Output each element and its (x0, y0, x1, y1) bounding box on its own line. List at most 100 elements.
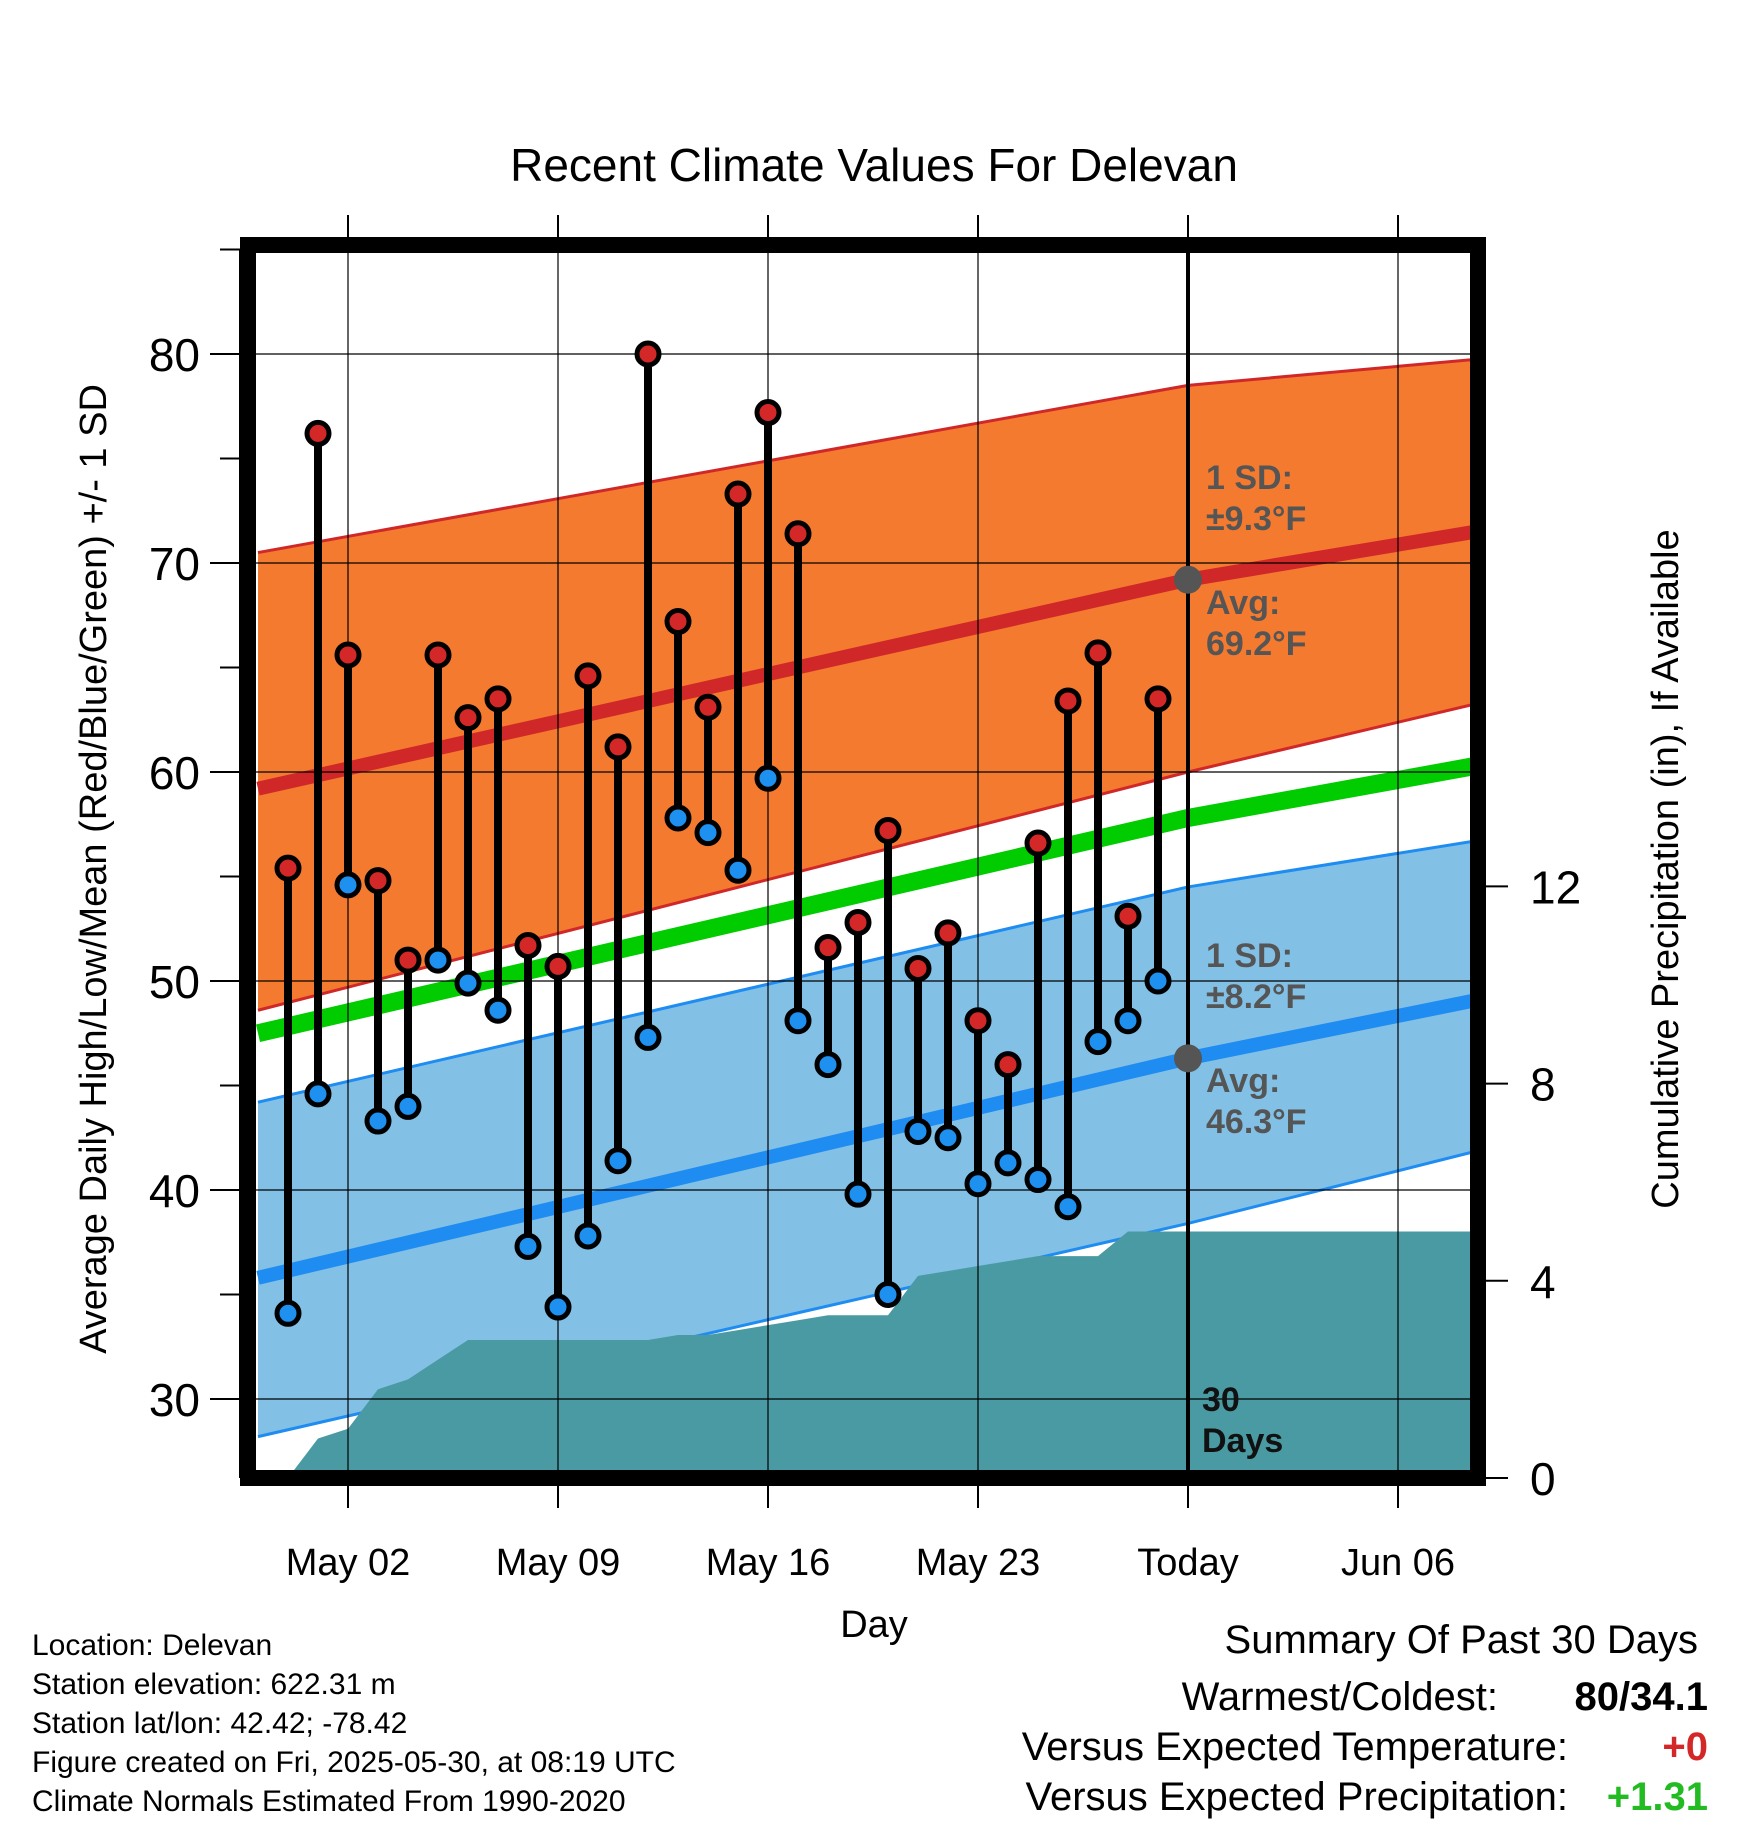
daily-high-point (724, 480, 752, 508)
high-sd-band (258, 359, 1478, 1011)
y2-tick-label: 4 (1530, 1256, 1556, 1308)
y-tick-label: 50 (149, 956, 200, 1008)
daily-low-point (754, 764, 782, 792)
daily-low-point (994, 1149, 1022, 1177)
daily-high-point (1144, 685, 1172, 713)
daily-low-point (304, 1080, 332, 1108)
info-created: Figure created on Fri, 2025-05-30, at 08… (32, 1746, 676, 1779)
daily-high-point (664, 608, 692, 636)
summary-warm-cold-label: Warmest/Coldest: (1181, 1675, 1498, 1719)
daily-low-point (514, 1232, 542, 1260)
daily-low-point (694, 819, 722, 847)
daily-low-point (574, 1222, 602, 1250)
chart-title: Recent Climate Values For Delevan (510, 139, 1238, 191)
y-tick-label: 80 (149, 329, 200, 381)
daily-high-point (874, 817, 902, 845)
daily-low-point (424, 946, 452, 974)
daily-low-point (964, 1170, 992, 1198)
low-avg-value-annotation: 46.3°F (1206, 1103, 1307, 1141)
summary-temp-value: +0 (1662, 1725, 1708, 1769)
daily-low-point (604, 1147, 632, 1175)
y2-tick-label: 12 (1530, 861, 1581, 913)
daily-high-point (1084, 639, 1112, 667)
daily-high-point (604, 733, 632, 761)
daily-high-point (1054, 687, 1082, 715)
daily-high-point (304, 419, 332, 447)
low-avg-today-point (1174, 1044, 1202, 1073)
x-tick-label: May 09 (496, 1542, 621, 1584)
daily-low-point (874, 1281, 902, 1308)
y-tick-label: 40 (149, 1165, 200, 1217)
info-elevation: Station elevation: 622.31 m (32, 1668, 396, 1701)
daily-high-point (334, 641, 362, 669)
y-tick-label: 60 (149, 747, 200, 799)
daily-low-point (1054, 1193, 1082, 1221)
low-sd-value-annotation: ±8.2°F (1206, 978, 1306, 1016)
x-tick-label: May 16 (706, 1542, 831, 1584)
daily-low-point (274, 1299, 302, 1327)
daily-low-point (724, 856, 752, 884)
daily-high-point (994, 1051, 1022, 1079)
daily-high-point (394, 946, 422, 974)
daily-low-point (1084, 1028, 1112, 1056)
summary-warm-cold-value: 80/34.1 (1574, 1675, 1708, 1719)
daily-high-point (274, 854, 302, 882)
x-tick-label: Today (1137, 1542, 1238, 1584)
daily-high-point (1114, 902, 1142, 930)
plot-frame (240, 237, 1486, 1486)
daily-high-point (574, 662, 602, 690)
y2-tick-label: 8 (1530, 1059, 1556, 1111)
daily-low-point (634, 1023, 662, 1051)
summary-temp-label: Versus Expected Temperature: (1021, 1725, 1568, 1769)
high-avg-value-annotation: 69.2°F (1206, 625, 1307, 663)
daily-high-point (364, 867, 392, 895)
daily-low-point (664, 804, 692, 832)
plot-clip-group (248, 245, 1478, 1478)
daily-low-point (844, 1180, 872, 1208)
y-tick-label: 70 (149, 538, 200, 590)
daily-low-point (484, 996, 512, 1024)
daily-high-point (634, 340, 662, 368)
x-tick-label: May 23 (916, 1542, 1041, 1584)
summary-precip-label: Versus Expected Precipitation: (1025, 1775, 1568, 1819)
daily-high-point (424, 641, 452, 669)
precip-area (258, 1231, 1478, 1478)
daily-low-point (934, 1124, 962, 1152)
daily-low-point (454, 969, 482, 997)
x-tick-label: Jun 06 (1341, 1542, 1455, 1584)
daily-high-point (484, 685, 512, 713)
daily-low-point (544, 1293, 572, 1321)
low-sd-annotation: 1 SD: (1206, 937, 1293, 975)
high-sd-annotation: 1 SD: (1206, 459, 1293, 497)
x-axis-label: Day (840, 1604, 908, 1646)
daily-high-point (544, 952, 572, 980)
daily-high-point (784, 520, 812, 548)
window-annotation-line1: 30 (1202, 1381, 1240, 1419)
summary-title: Summary Of Past 30 Days (1224, 1618, 1698, 1662)
info-location: Location: Delevan (32, 1629, 273, 1662)
daily-high-point (754, 399, 782, 427)
high-avg-annotation: Avg: (1206, 584, 1280, 622)
daily-high-point (1024, 829, 1052, 857)
y2-axis-label: Cumulative Precipitation (in), If Availa… (1645, 529, 1687, 1208)
summary-precip-value: +1.31 (1606, 1775, 1708, 1819)
info-latlon: Station lat/lon: 42.42; -78.42 (32, 1707, 408, 1740)
window-annotation-line2: Days (1202, 1422, 1283, 1460)
daily-high-point (454, 704, 482, 732)
y2-tick-label: 0 (1530, 1453, 1556, 1505)
y-tick-label: 30 (149, 1374, 200, 1426)
daily-high-point (814, 934, 842, 962)
high-sd-value-annotation: ±9.3°F (1206, 500, 1306, 538)
daily-low-point (394, 1092, 422, 1120)
daily-low-point (364, 1107, 392, 1135)
daily-low-point (904, 1117, 932, 1145)
daily-high-point (964, 1007, 992, 1035)
daily-low-point (334, 871, 362, 899)
daily-low-point (1114, 1007, 1142, 1035)
daily-low-point (814, 1051, 842, 1079)
high-avg-today-point (1174, 565, 1202, 594)
daily-high-point (844, 908, 872, 936)
daily-high-point (934, 919, 962, 947)
